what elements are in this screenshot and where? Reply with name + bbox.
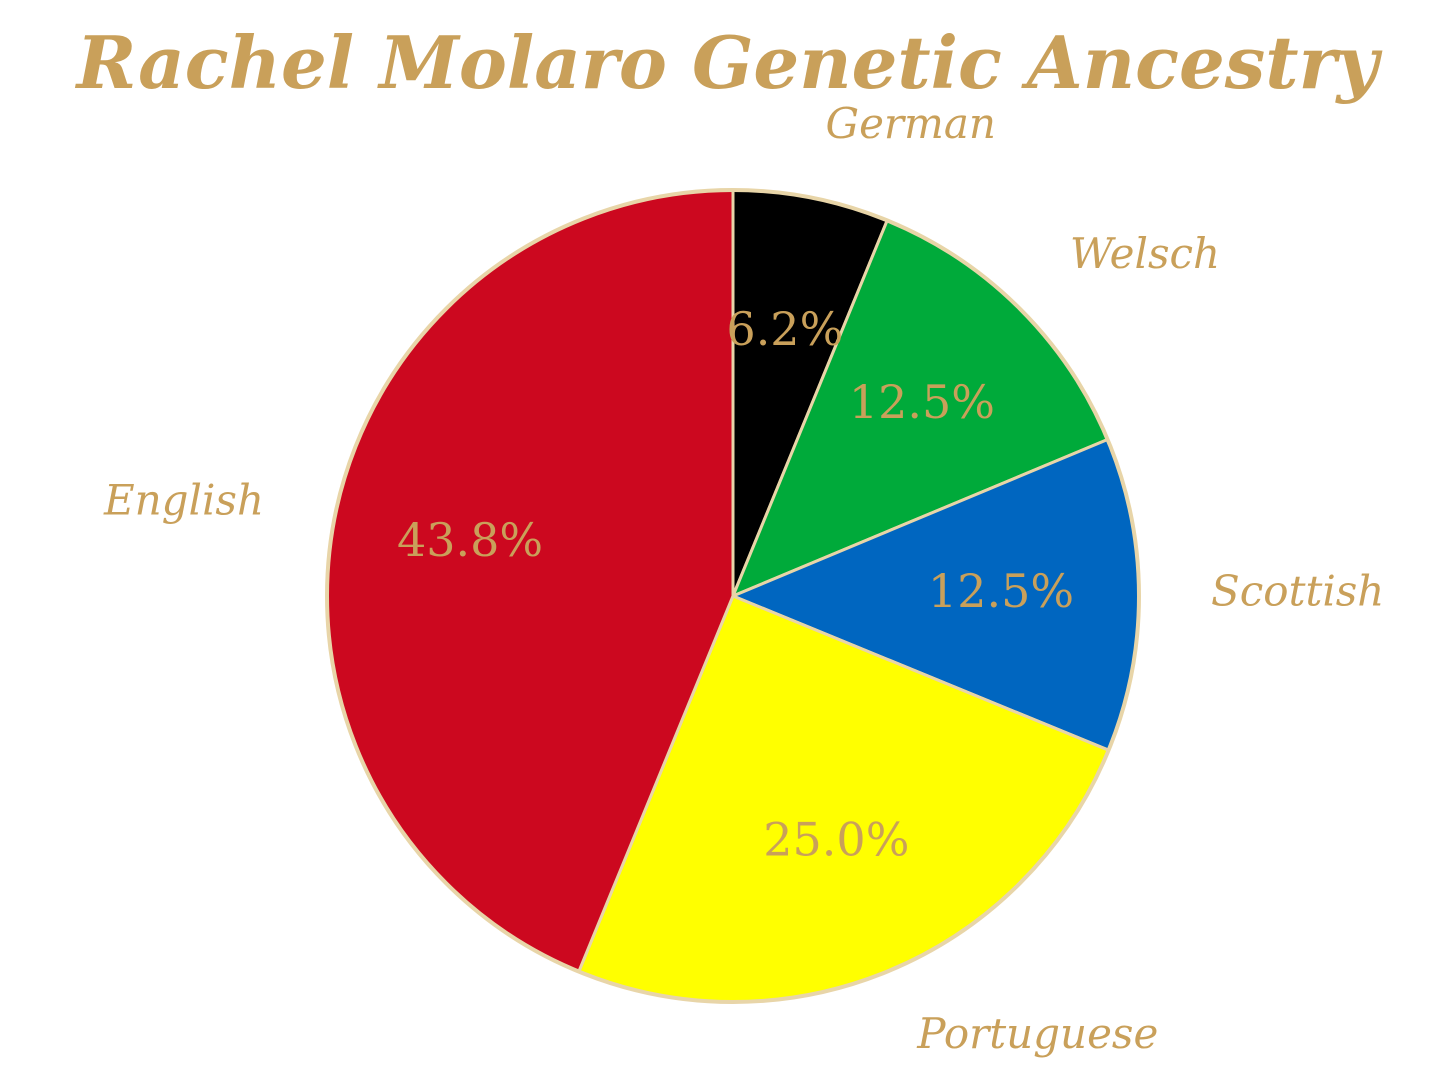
category-label-german: German: [826, 99, 996, 148]
value-label-scottish: 12.5%: [928, 564, 1074, 618]
value-label-welsch: 12.5%: [849, 375, 995, 429]
category-label-english: English: [103, 475, 264, 524]
chart-title: Rachel Molaro Genetic Ancestry: [76, 20, 1379, 105]
value-label-english: 43.8%: [397, 513, 543, 567]
value-label-german: 6.2%: [726, 302, 843, 356]
category-labels: German Welsch Scottish Portuguese English: [103, 99, 1384, 1058]
category-label-scottish: Scottish: [1211, 566, 1384, 615]
value-label-portuguese: 25.0%: [763, 812, 909, 866]
percentage-labels: 6.2%12.5%12.5%25.0%43.8%: [397, 302, 1074, 866]
pie-slices: [325, 188, 1141, 1004]
pie-outline: [325, 188, 1141, 1004]
category-label-welsch: Welsch: [1070, 229, 1220, 278]
category-label-portuguese: Portuguese: [916, 1009, 1158, 1058]
